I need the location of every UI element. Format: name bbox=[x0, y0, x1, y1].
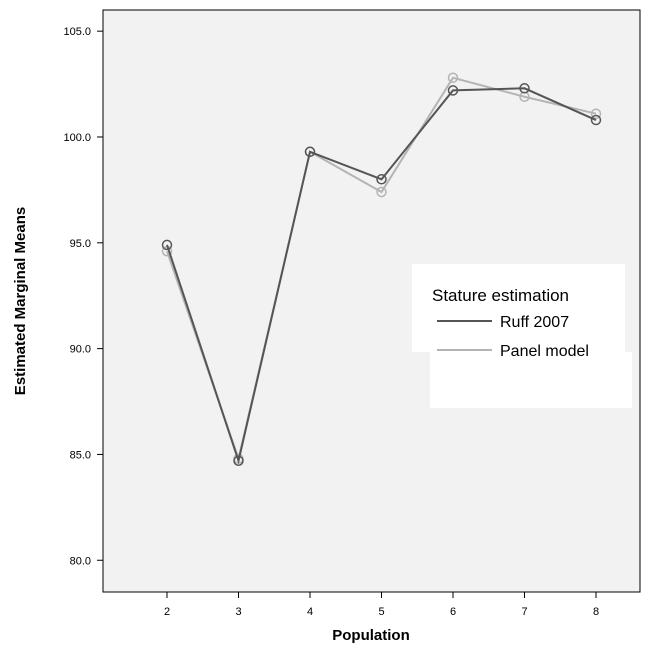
legend-entry-panel-model: Panel model bbox=[500, 343, 589, 360]
legend: Stature estimation Ruff 2007 Panel model bbox=[412, 264, 632, 408]
y-tick-label: 80.0 bbox=[70, 555, 91, 567]
legend-title: Stature estimation bbox=[432, 286, 569, 305]
y-tick-label: 105.0 bbox=[63, 26, 91, 38]
x-axis-ticks: 2 3 4 5 6 7 8 bbox=[164, 592, 599, 618]
x-tick-label: 3 bbox=[235, 606, 241, 618]
x-tick-label: 5 bbox=[378, 606, 384, 618]
data-point-ruff-2007 bbox=[519, 83, 530, 94]
x-tick-label: 2 bbox=[164, 606, 170, 618]
x-tick-label: 8 bbox=[593, 606, 599, 618]
x-tick-label: 7 bbox=[521, 606, 527, 618]
x-tick-label: 4 bbox=[307, 606, 313, 618]
x-axis-title: Population bbox=[332, 627, 410, 644]
y-axis-title: Estimated Marginal Means bbox=[12, 207, 29, 395]
data-point-panel-model bbox=[447, 72, 459, 83]
y-axis-ticks: 80.0 85.0 90.0 95.0 100.0 105.0 bbox=[63, 26, 103, 567]
series-layer bbox=[161, 72, 602, 467]
y-tick-label: 100.0 bbox=[63, 132, 91, 144]
x-tick-label: 6 bbox=[450, 606, 456, 618]
data-point-panel-model bbox=[590, 108, 602, 119]
y-tick-label: 95.0 bbox=[70, 238, 91, 250]
series-line-ruff-2007 bbox=[166, 87, 597, 465]
legend-entry-ruff-2007: Ruff 2007 bbox=[500, 314, 569, 331]
data-point-ruff-2007 bbox=[233, 455, 244, 467]
y-tick-label: 90.0 bbox=[70, 344, 91, 356]
legend-box-lower bbox=[430, 352, 632, 408]
y-tick-label: 85.0 bbox=[70, 449, 91, 461]
legend-box bbox=[412, 264, 625, 352]
data-point-ruff-2007 bbox=[447, 85, 459, 96]
data-point-panel-model bbox=[376, 186, 387, 198]
data-point-ruff-2007 bbox=[590, 114, 602, 126]
data-point-ruff-2007 bbox=[304, 146, 316, 158]
data-point-ruff-2007 bbox=[161, 239, 173, 251]
data-point-ruff-2007 bbox=[376, 174, 387, 185]
